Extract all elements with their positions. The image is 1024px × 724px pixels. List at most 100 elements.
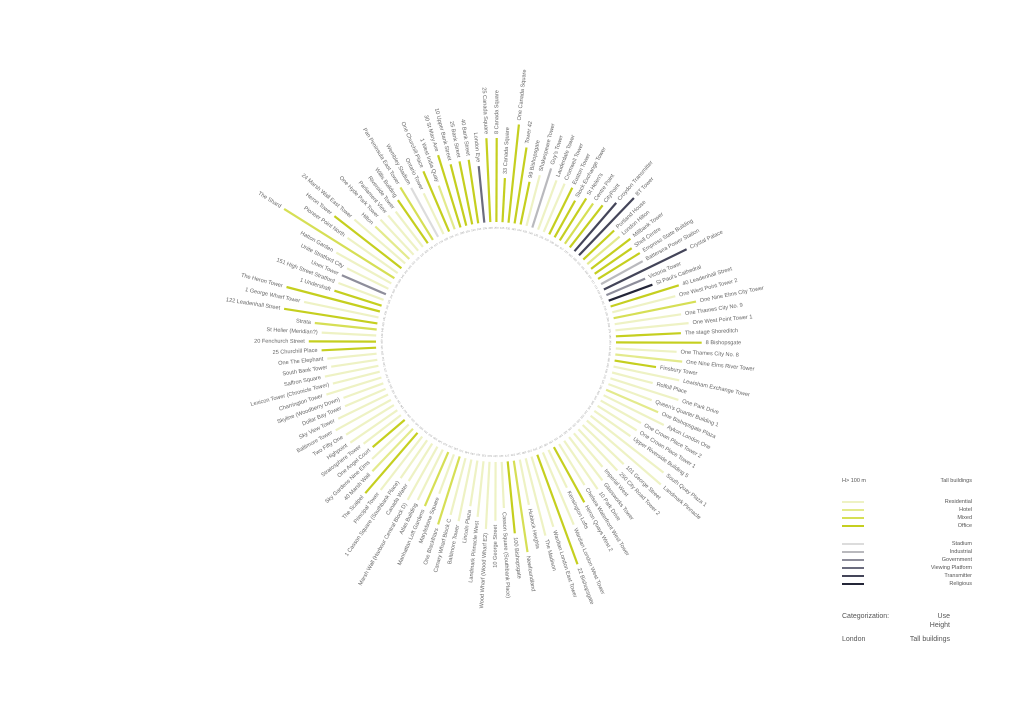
bar-tick-51: 100: [543, 442, 549, 448]
city-row: London Tall buildings: [842, 635, 950, 644]
bar-89: [327, 352, 377, 360]
categorization-value-use: Use: [937, 613, 950, 620]
bar-tick-101: 150: [393, 283, 399, 289]
bar-tick-33: 160: [605, 363, 610, 369]
bar-tick-77: 100: [406, 413, 412, 419]
legend-label-office: Office: [957, 523, 972, 529]
bar-tick-97: 118: [384, 304, 389, 310]
bar-84: [343, 382, 384, 399]
bar-72: [399, 439, 429, 479]
bar-label-28: The stage Shoreditch: [685, 328, 738, 337]
legend-item-hotel: Hotel: [842, 506, 972, 514]
bar-94: [283, 307, 378, 325]
bar-tick-39: 110: [593, 395, 599, 401]
bar-tick-40: 110: [590, 400, 596, 406]
bar-label-123: 33 Canada Square: [503, 127, 512, 174]
bar-44: [581, 424, 625, 465]
bar-label-0: One Canada Square: [517, 69, 528, 121]
bar-tick-111: 147: [433, 242, 439, 248]
legend-label-religious: Religious: [949, 581, 972, 587]
bar-69: [416, 449, 444, 501]
chart-meta: Categorization: Use Height London Tall b…: [842, 612, 950, 644]
bar-tick-53: 278: [532, 447, 538, 452]
bar-tick-3: 125: [522, 229, 528, 234]
bar-tick-59: 110: [499, 454, 504, 458]
bar-tick-107: 115: [415, 256, 421, 262]
bar-7: [548, 187, 574, 235]
bar-tick-37: 135: [598, 385, 604, 391]
bar-25: [613, 300, 697, 320]
bar-26: [614, 313, 682, 326]
bar-tick-50: 150: [548, 439, 554, 445]
bar-93: [314, 321, 377, 331]
bar-48: [563, 440, 599, 490]
legend-swatch-government: [842, 558, 864, 562]
bar-label-57: Newfoundland: [525, 556, 536, 592]
bar-tick-18: 117: [590, 279, 596, 285]
bar-117: [449, 164, 468, 226]
bar-tick-119: 153: [477, 227, 482, 232]
bar-8: [553, 200, 577, 238]
bar-2: [519, 181, 531, 225]
legend-item-transmitter: Transmitter: [842, 572, 972, 580]
bar-tick-82: 132: [390, 389, 396, 395]
legend-swatch-office: [842, 524, 864, 528]
bar-43: [586, 419, 662, 486]
bar-61: [484, 461, 491, 529]
bar-56: [518, 459, 530, 506]
bar-tick-38: 160: [595, 390, 601, 396]
bar-tick-113: 108: [443, 236, 449, 242]
bar-51: [547, 449, 568, 489]
bar-115: [437, 185, 456, 230]
bar-tick-60: 140: [493, 454, 498, 458]
bar-78: [362, 414, 402, 445]
bar-tick-31: 160: [607, 352, 611, 357]
bar-label-1: Tower 42: [525, 121, 534, 144]
bar-tick-95: 181: [382, 316, 387, 322]
bar-113: [422, 192, 445, 235]
bar-label-121: 25 Canada Square: [480, 87, 488, 134]
bar-tick-73: 161: [422, 429, 428, 435]
legend-item-industrial: Industrial: [842, 548, 972, 556]
legend-swatch-transmitter: [842, 574, 864, 578]
bar-tick-47: 130: [562, 430, 568, 436]
bar-20: [603, 248, 688, 291]
legend-item-government: Government: [842, 556, 972, 564]
bar-tick-71: 105: [432, 436, 438, 442]
bar-label-122: 8 Canada Square: [494, 90, 500, 134]
categorization-row-2: Height: [842, 621, 950, 630]
bar-45: [577, 428, 619, 472]
bar-tick-84: 101: [386, 378, 391, 384]
legend-height-label: H> 100 m: [842, 478, 866, 484]
bar-16: [590, 237, 632, 270]
bar-tick-57: 220: [510, 453, 515, 458]
legend-label-residential: Residential: [944, 499, 972, 505]
bar-14: [582, 229, 615, 261]
bar-tick-99: 114: [388, 293, 394, 299]
bar-59: [500, 461, 505, 509]
bar-35: [610, 377, 679, 401]
bar-tick-100: 110: [391, 288, 397, 294]
bar-87: [324, 364, 379, 378]
legend-item-viewing: Viewing Platform: [842, 564, 972, 572]
legend-item-residential: Residential: [842, 498, 972, 506]
bar-32: [614, 359, 657, 369]
legend-swatch-mixed: [842, 516, 864, 520]
bar-64: [457, 459, 473, 522]
bar-label-89: One The Elephant: [278, 356, 324, 366]
bar-121: [485, 138, 492, 223]
bar-24: [612, 295, 676, 314]
bar-label-90: 25 Churchill Place: [272, 348, 317, 356]
bar-tick-61: 160: [487, 454, 492, 458]
bar-81: [335, 398, 392, 432]
bar-tick-104: 202: [403, 268, 409, 274]
bar-tick-54: 175: [527, 449, 533, 454]
bar-label-56: Hublock Heights: [526, 508, 540, 549]
bar-label-29: 8 Bishopsgate: [706, 340, 741, 346]
bar-label-93: Strata: [296, 318, 312, 326]
legend-swatch-religious: [842, 582, 864, 586]
bar-tick-7: 124: [544, 237, 550, 243]
bar-tick-67: 100: [453, 446, 459, 451]
bar-39: [600, 399, 642, 425]
